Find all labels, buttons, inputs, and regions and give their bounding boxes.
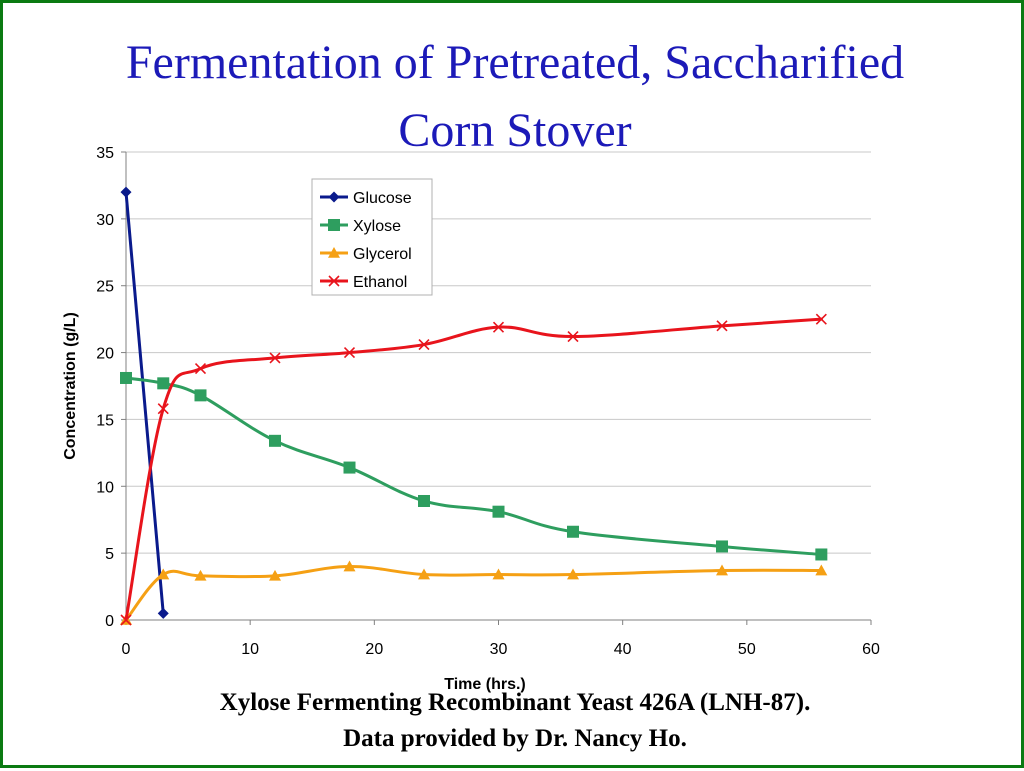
y-tick-label: 10: [96, 479, 114, 496]
glycerol-marker: [343, 560, 356, 572]
x-tick-label: 30: [490, 641, 508, 658]
glycerol-marker: [716, 564, 728, 576]
glucose-series: [120, 186, 169, 619]
ethanol-marker: [120, 614, 132, 626]
legend-item-ethanol: Ethanol: [320, 274, 407, 291]
y-tick-label: 5: [105, 546, 114, 563]
ethanol-marker: [492, 321, 505, 333]
xylose-marker: [157, 377, 170, 390]
x-tick-label: 40: [614, 641, 632, 658]
x-tick-label: 60: [862, 641, 880, 658]
xylose-marker: [120, 371, 132, 384]
legend-swatch-marker: [328, 219, 340, 231]
y-tick-label: 0: [105, 613, 114, 630]
y-tick-label: 20: [96, 346, 114, 363]
slide-title-line-2: Corn Stover: [398, 104, 632, 157]
legend-label: Glucose: [353, 190, 412, 207]
footer-caption-line-1: Xylose Fermenting Recombinant Yeast 426A…: [219, 689, 811, 716]
footer-caption-line-2: Data provided by Dr. Nancy Ho.: [343, 725, 687, 752]
xylose-line: [124, 376, 823, 556]
glycerol-marker: [567, 568, 579, 580]
series-group: [120, 186, 828, 626]
legend-item-glucose: Glucose: [320, 190, 412, 207]
legend-swatch-marker: [328, 191, 340, 203]
gridlines: [126, 151, 871, 554]
xylose-series: [120, 371, 828, 561]
xylose-marker: [492, 505, 505, 518]
y-tick-label: 25: [96, 279, 114, 296]
glycerol-marker: [492, 568, 505, 580]
glucose-marker: [157, 607, 169, 619]
ethanol-marker: [418, 338, 430, 351]
legend-label: Ethanol: [353, 274, 407, 291]
legend-item-glycerol: Glycerol: [320, 246, 412, 263]
xylose-marker: [815, 548, 828, 561]
ethanol-marker: [269, 352, 281, 364]
xylose-marker: [194, 389, 207, 402]
glucose-line: [124, 190, 165, 615]
axes: 0 5 10 15 20 25 30 35 0 10 20 30 40 50 60: [96, 145, 880, 658]
glucose-marker: [120, 186, 132, 198]
legend: Glucose Xylose Glycerol Ethanol: [311, 178, 433, 296]
legend-label: Glycerol: [353, 246, 412, 263]
legend-swatch-marker: [328, 247, 340, 258]
x-tick-label: 20: [365, 641, 383, 658]
xylose-marker: [716, 540, 728, 553]
xylose-marker: [343, 461, 356, 474]
xylose-marker: [269, 434, 281, 447]
x-tick-label: 0: [122, 641, 131, 658]
ethanol-marker: [194, 363, 207, 375]
glycerol-marker: [418, 568, 430, 580]
y-tick-label: 30: [96, 212, 114, 229]
x-axis-title: Time (hrs.): [444, 676, 526, 693]
y-axis-title: Concentration (g/L): [62, 312, 79, 460]
slide-title-line-1: Fermentation of Pretreated, Saccharified: [125, 36, 905, 89]
ethanol-marker: [343, 347, 356, 359]
ethanol-marker: [157, 403, 169, 415]
legend-swatch-marker: [328, 275, 340, 287]
y-tick-label: 35: [96, 145, 114, 162]
line-chart: 0 5 10 15 20 25 30 35 0 10 20 30 40 50 60 Glucose Xylos…: [62, 145, 880, 693]
glycerol-series: [120, 560, 828, 625]
x-tick-label: 10: [241, 641, 259, 658]
y-tick-label: 15: [96, 412, 114, 429]
xylose-marker: [418, 494, 430, 507]
legend-label: Xylose: [353, 218, 401, 235]
ethanol-marker: [815, 313, 827, 325]
xylose-marker: [567, 525, 579, 538]
glycerol-line: [124, 565, 823, 622]
glycerol-marker: [269, 569, 281, 581]
glycerol-marker: [194, 569, 207, 581]
ethanol-marker: [716, 320, 728, 332]
legend-item-xylose: Xylose: [320, 218, 401, 235]
glycerol-marker: [157, 568, 170, 580]
ethanol-series: [120, 313, 827, 626]
ethanol-line: [124, 317, 823, 622]
glycerol-marker: [815, 564, 828, 576]
x-tick-label: 50: [738, 641, 756, 658]
ethanol-marker: [567, 330, 579, 343]
